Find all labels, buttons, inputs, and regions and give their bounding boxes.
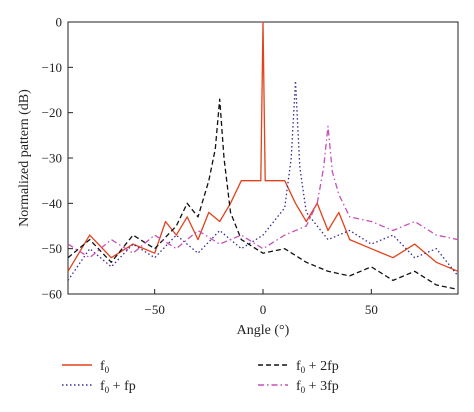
x-axis-label: Angle (°) — [237, 323, 290, 338]
legend-label: f0 — [100, 359, 110, 375]
y-axis: 0 −10 −20 −30 −40 −50 −60 — [42, 15, 73, 302]
series-line-3 — [67, 98, 459, 291]
x-tick-label: 0 — [260, 302, 267, 317]
y-tick-label: −10 — [42, 60, 62, 75]
plot-area: −50 0 50 0 −10 −20 −30 −40 −50 −60 — [42, 15, 459, 317]
series-line-4 — [67, 125, 459, 259]
y-axis-label: Normalized pattern (dB) — [17, 89, 32, 227]
y-tick-label: −60 — [42, 287, 62, 302]
series-line-1 — [67, 21, 459, 272]
x-tick-label: 50 — [365, 302, 378, 317]
y-tick-label: −20 — [42, 105, 62, 120]
y-tick-label: −50 — [42, 241, 62, 256]
legend-label: f0 + fp — [100, 379, 136, 395]
y-tick-label: −30 — [42, 151, 62, 166]
series-layer — [67, 21, 459, 291]
legend-label: f0 + 3fp — [296, 379, 339, 395]
y-tick-label: 0 — [56, 15, 63, 30]
series-line-2 — [67, 80, 459, 281]
legend: f0 f0 + fp f0 + 2fp f0 + 3fp — [62, 359, 339, 395]
x-axis: −50 0 50 — [144, 289, 378, 317]
y-tick-label: −40 — [42, 196, 62, 211]
legend-label: f0 + 2fp — [296, 359, 339, 375]
x-tick-label: −50 — [144, 302, 164, 317]
